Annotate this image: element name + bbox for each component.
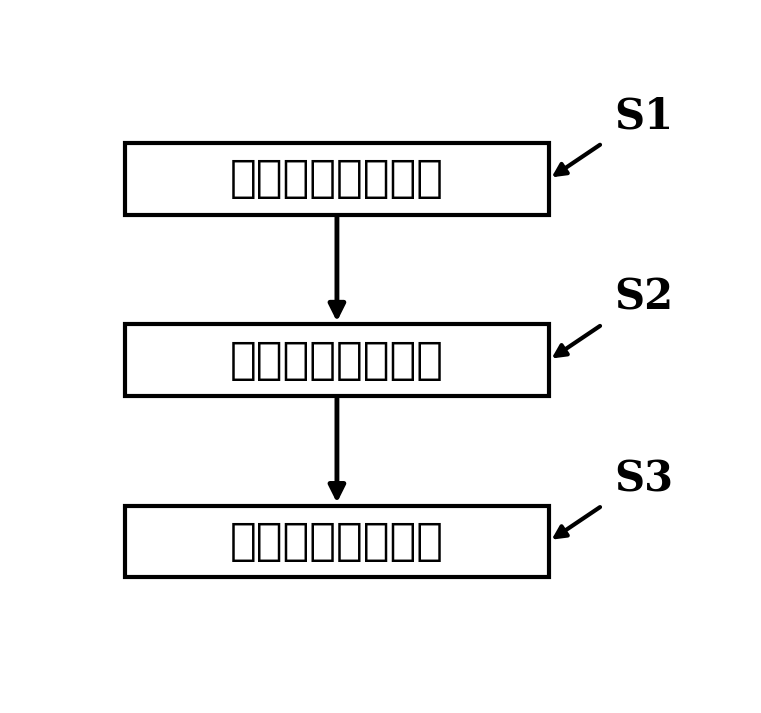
Text: 预处理树状拓扑模: 预处理树状拓扑模 — [230, 520, 444, 563]
Bar — [125, 143, 549, 215]
Text: 预处理树状拓扑模: 预处理树状拓扑模 — [230, 158, 444, 200]
Bar — [125, 324, 549, 396]
Bar — [125, 506, 549, 577]
Text: S1: S1 — [614, 96, 673, 138]
Text: S3: S3 — [614, 458, 673, 500]
Text: 预处理树状拓扑模: 预处理树状拓扑模 — [230, 339, 444, 381]
Text: S2: S2 — [614, 277, 673, 319]
